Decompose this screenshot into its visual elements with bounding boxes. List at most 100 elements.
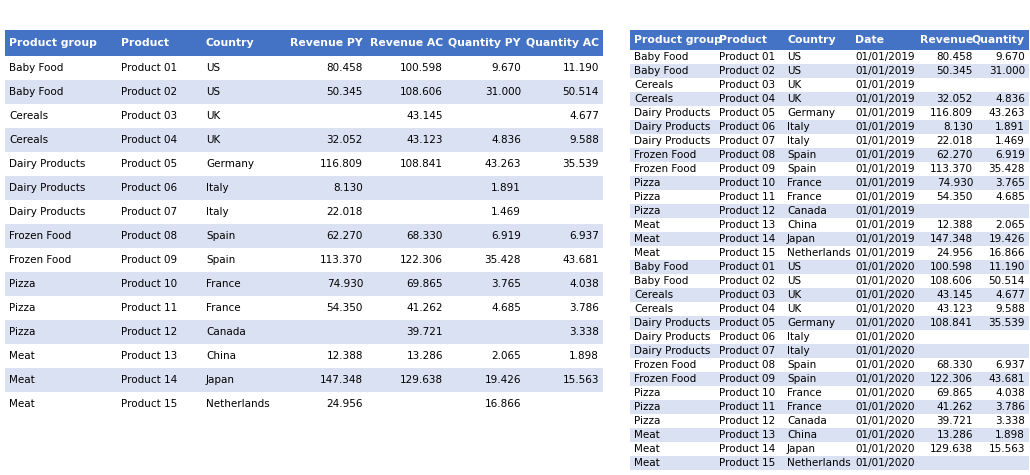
Text: Netherlands: Netherlands <box>206 399 270 409</box>
Text: 4.677: 4.677 <box>570 111 599 121</box>
Bar <box>5 30 603 56</box>
Text: 50.514: 50.514 <box>562 87 599 97</box>
Text: China: China <box>787 430 817 440</box>
Text: 01/01/2019: 01/01/2019 <box>855 94 915 104</box>
Text: Product 08: Product 08 <box>719 150 776 160</box>
Bar <box>630 162 1029 176</box>
Text: 3.338: 3.338 <box>570 327 599 337</box>
Text: 6.937: 6.937 <box>570 231 599 241</box>
Text: UK: UK <box>206 135 220 145</box>
Text: 43.145: 43.145 <box>407 111 443 121</box>
Text: 01/01/2020: 01/01/2020 <box>855 416 915 426</box>
Text: Spain: Spain <box>787 360 816 370</box>
Text: Product 09: Product 09 <box>719 164 776 174</box>
Text: Italy: Italy <box>206 207 229 217</box>
Text: 50.345: 50.345 <box>327 87 363 97</box>
Text: France: France <box>787 178 822 188</box>
Text: 12.388: 12.388 <box>327 351 363 361</box>
Text: 80.458: 80.458 <box>936 52 973 62</box>
Text: Product 03: Product 03 <box>719 290 776 300</box>
Text: 116.809: 116.809 <box>930 108 973 118</box>
Text: 50.345: 50.345 <box>936 66 973 76</box>
Text: Baby Food: Baby Food <box>634 262 688 272</box>
Text: 01/01/2020: 01/01/2020 <box>855 262 915 272</box>
Text: 32.052: 32.052 <box>936 94 973 104</box>
Text: Product 10: Product 10 <box>719 388 776 398</box>
Text: France: France <box>787 192 822 202</box>
Text: Product 15: Product 15 <box>719 248 776 258</box>
Text: 01/01/2020: 01/01/2020 <box>855 318 915 328</box>
Text: Product group: Product group <box>9 38 97 48</box>
Text: Product 11: Product 11 <box>719 192 776 202</box>
Text: 01/01/2020: 01/01/2020 <box>855 444 915 454</box>
Text: 122.306: 122.306 <box>400 255 443 265</box>
Text: 3.765: 3.765 <box>995 178 1025 188</box>
Bar <box>630 344 1029 358</box>
Text: US: US <box>206 87 220 97</box>
Text: 80.458: 80.458 <box>327 63 363 73</box>
Text: Cereals: Cereals <box>634 94 674 104</box>
Text: 6.919: 6.919 <box>491 231 521 241</box>
Text: 54.350: 54.350 <box>936 192 973 202</box>
Text: US: US <box>787 262 801 272</box>
Text: Meat: Meat <box>9 399 35 409</box>
Bar <box>630 64 1029 78</box>
Text: 01/01/2020: 01/01/2020 <box>855 402 915 412</box>
Text: Japan: Japan <box>206 375 235 385</box>
Text: Product 06: Product 06 <box>121 183 177 193</box>
Text: 4.836: 4.836 <box>491 135 521 145</box>
Text: 01/01/2019: 01/01/2019 <box>855 66 915 76</box>
Text: Germany: Germany <box>787 318 835 328</box>
Text: Baby Food: Baby Food <box>9 63 64 73</box>
Text: 4.038: 4.038 <box>570 279 599 289</box>
Bar <box>5 152 603 176</box>
Text: Quantity: Quantity <box>972 35 1025 45</box>
Text: 4.685: 4.685 <box>995 192 1025 202</box>
Bar <box>5 224 603 248</box>
Text: 13.286: 13.286 <box>936 430 973 440</box>
Text: Product 15: Product 15 <box>719 458 776 468</box>
Text: Product 07: Product 07 <box>719 136 776 146</box>
Text: 3.338: 3.338 <box>995 416 1025 426</box>
Text: 9.670: 9.670 <box>491 63 521 73</box>
Text: 2.065: 2.065 <box>995 220 1025 230</box>
Text: 4.677: 4.677 <box>995 290 1025 300</box>
Text: France: France <box>206 279 241 289</box>
Bar <box>630 414 1029 428</box>
Text: 68.330: 68.330 <box>407 231 443 241</box>
Text: 01/01/2020: 01/01/2020 <box>855 304 915 314</box>
Text: Netherlands: Netherlands <box>787 458 851 468</box>
Bar <box>5 248 603 272</box>
Text: Product 02: Product 02 <box>719 276 776 286</box>
Text: 01/01/2020: 01/01/2020 <box>855 388 915 398</box>
Text: 129.638: 129.638 <box>400 375 443 385</box>
Text: Pizza: Pizza <box>634 178 660 188</box>
Text: Product 02: Product 02 <box>121 87 177 97</box>
Text: Product 01: Product 01 <box>719 52 776 62</box>
Bar <box>5 344 603 368</box>
Text: Germany: Germany <box>206 159 254 169</box>
Text: Spain: Spain <box>787 164 816 174</box>
Text: 01/01/2020: 01/01/2020 <box>855 332 915 342</box>
Text: 01/01/2020: 01/01/2020 <box>855 374 915 384</box>
Text: 108.606: 108.606 <box>400 87 443 97</box>
Bar <box>630 386 1029 400</box>
Text: Canada: Canada <box>206 327 246 337</box>
Text: 113.370: 113.370 <box>930 164 973 174</box>
Text: UK: UK <box>787 94 801 104</box>
Text: UK: UK <box>787 290 801 300</box>
Text: Italy: Italy <box>787 346 810 356</box>
Bar <box>5 56 603 80</box>
Bar <box>630 50 1029 64</box>
Text: Italy: Italy <box>206 183 229 193</box>
Text: 122.306: 122.306 <box>930 374 973 384</box>
Text: 69.865: 69.865 <box>936 388 973 398</box>
Text: 39.721: 39.721 <box>407 327 443 337</box>
Text: Meat: Meat <box>634 458 660 468</box>
Text: 3.786: 3.786 <box>570 303 599 313</box>
Text: Frozen Food: Frozen Food <box>9 255 71 265</box>
Text: 1.898: 1.898 <box>570 351 599 361</box>
Bar <box>5 128 603 152</box>
Text: 43.145: 43.145 <box>936 290 973 300</box>
Text: 01/01/2019: 01/01/2019 <box>855 150 915 160</box>
